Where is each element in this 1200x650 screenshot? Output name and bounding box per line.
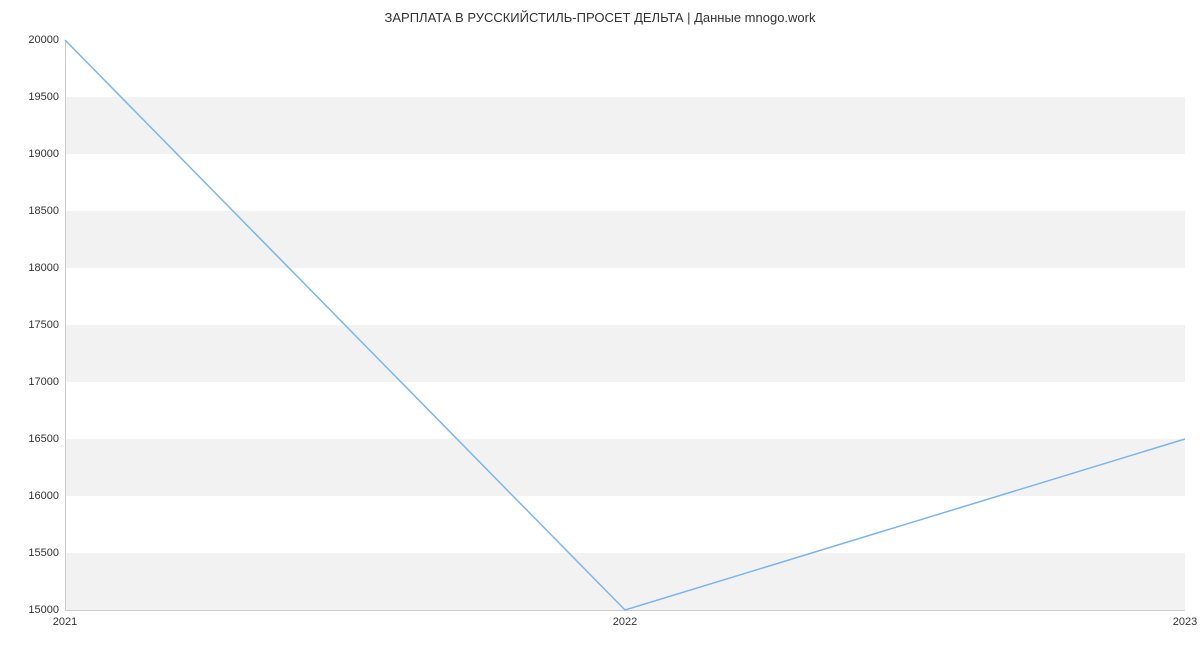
y-tick-label: 19500: [28, 91, 59, 103]
plot-area: 1500015500160001650017000175001800018500…: [65, 40, 1185, 610]
x-tick-label: 2023: [1173, 616, 1197, 628]
y-tick-label: 17000: [28, 376, 59, 388]
x-tick-label: 2022: [613, 616, 637, 628]
y-tick-label: 17500: [28, 319, 59, 331]
y-tick-label: 18000: [28, 262, 59, 274]
series-layer: [65, 40, 1185, 610]
chart-container: ЗАРПЛАТА В РУССКИЙСТИЛЬ-ПРОСЕТ ДЕЛЬТА | …: [0, 0, 1200, 650]
chart-title: ЗАРПЛАТА В РУССКИЙСТИЛЬ-ПРОСЕТ ДЕЛЬТА | …: [0, 10, 1200, 25]
y-tick-label: 15000: [28, 604, 59, 616]
series-line-salary: [65, 40, 1185, 610]
y-tick-label: 18500: [28, 205, 59, 217]
y-tick-label: 20000: [28, 34, 59, 46]
y-tick-label: 16000: [28, 490, 59, 502]
y-tick-label: 19000: [28, 148, 59, 160]
x-tick-label: 2021: [53, 616, 77, 628]
y-tick-label: 16500: [28, 433, 59, 445]
y-tick-label: 15500: [28, 547, 59, 559]
